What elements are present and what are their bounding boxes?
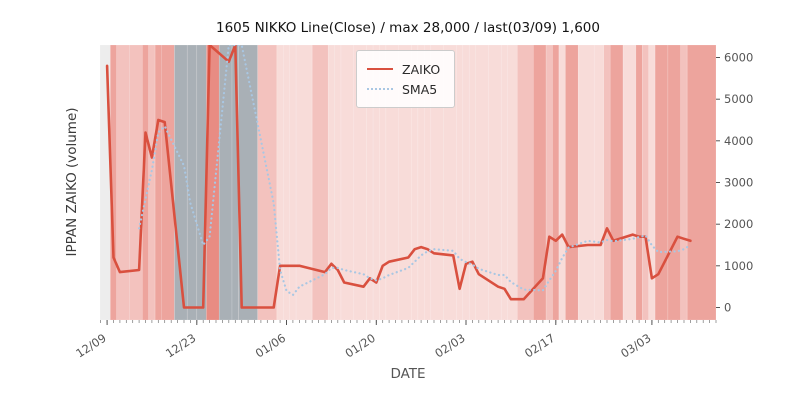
x-axis-label: DATE <box>390 366 426 382</box>
legend-label-sma5: SMA5 <box>402 81 438 97</box>
legend-label-zaiko: ZAIKO <box>402 61 441 77</box>
svg-text:01/20: 01/20 <box>343 331 378 361</box>
svg-text:6000: 6000 <box>724 51 753 65</box>
svg-text:12/09: 12/09 <box>73 331 108 361</box>
svg-text:1000: 1000 <box>724 259 753 273</box>
svg-text:03/03: 03/03 <box>618 331 653 361</box>
legend-entry-sma5: SMA5 <box>367 79 440 99</box>
svg-text:3000: 3000 <box>724 176 753 190</box>
svg-text:4000: 4000 <box>724 134 753 148</box>
sma5-line-icon <box>367 88 393 90</box>
chart-title: 1605 NIKKO Line(Close) / max 28,000 / la… <box>216 20 600 36</box>
zaiko-line-icon <box>367 68 393 70</box>
legend-entry-zaiko: ZAIKO <box>367 59 440 79</box>
svg-text:5000: 5000 <box>724 92 753 106</box>
y-axis-label: IPPAN ZAIKO (volume) <box>64 107 80 257</box>
legend-box: ZAIKO SMA5 <box>356 50 456 108</box>
svg-text:0: 0 <box>724 301 731 315</box>
svg-text:02/03: 02/03 <box>432 331 467 361</box>
svg-text:01/06: 01/06 <box>253 331 288 361</box>
svg-text:2000: 2000 <box>724 217 753 231</box>
svg-text:02/17: 02/17 <box>522 331 557 361</box>
svg-text:12/23: 12/23 <box>163 331 198 361</box>
